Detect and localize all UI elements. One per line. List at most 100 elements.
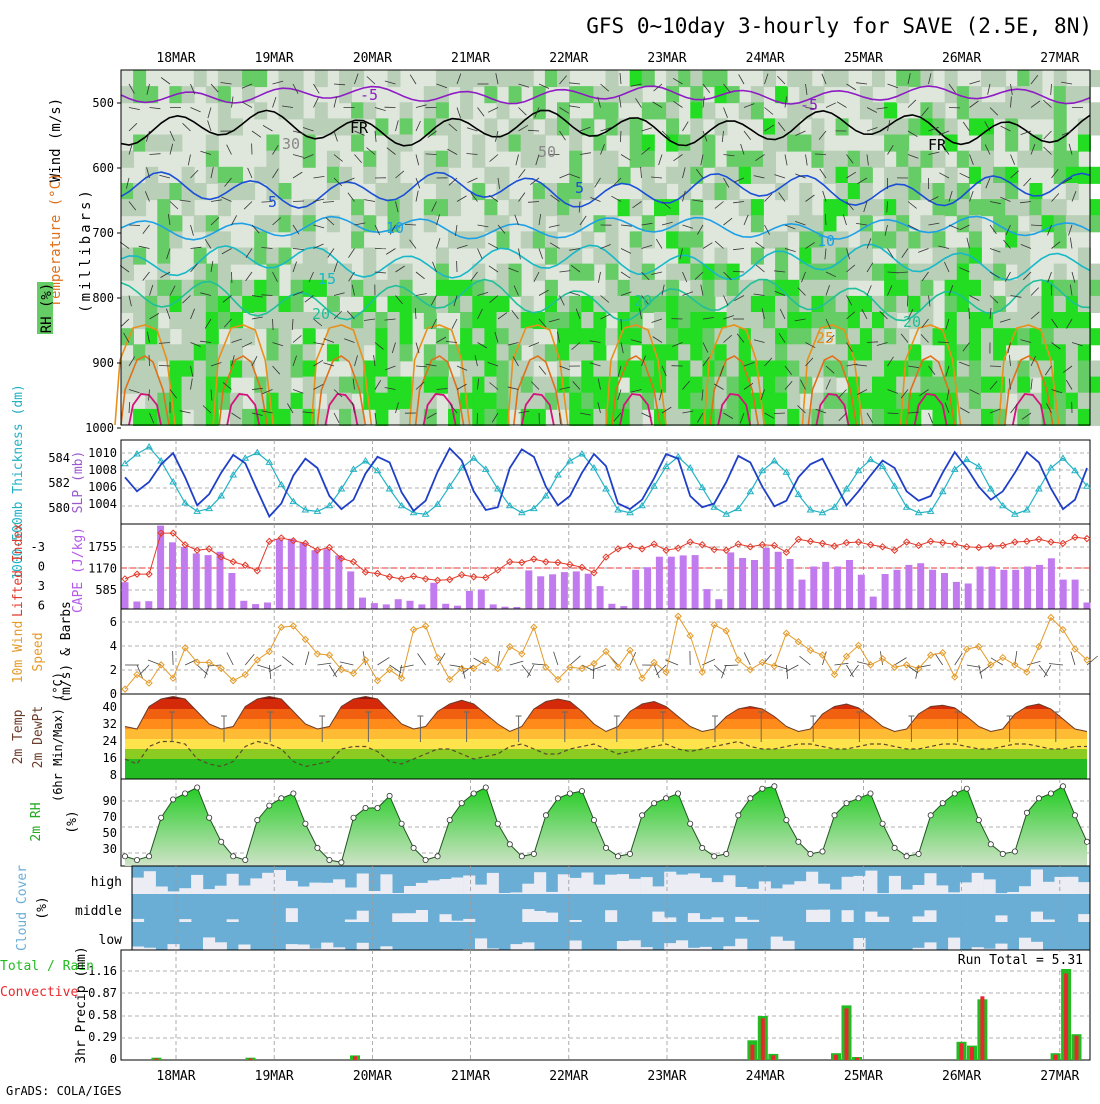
rh-cell [848, 328, 861, 345]
rh-cell [945, 280, 958, 297]
rh-marker [122, 854, 127, 859]
cloud-clear [238, 886, 250, 895]
rh-cell [836, 296, 849, 313]
cloud-clear [428, 880, 440, 894]
rh-cell [811, 280, 824, 297]
rh-cell [969, 264, 982, 281]
cloud-clear [783, 941, 795, 950]
cloud-clear [948, 938, 960, 950]
cloud-clear [227, 919, 239, 922]
rh-cell [1078, 328, 1091, 345]
precip-conv-bar [761, 1018, 765, 1060]
rh-cell [763, 167, 776, 184]
rh-cell [388, 264, 401, 281]
rh-cell [981, 70, 994, 87]
precip-conv-bar [960, 1043, 964, 1060]
rh-cell [606, 102, 619, 119]
rh-cell [787, 361, 800, 378]
rh-cell [472, 70, 485, 87]
y-tick-label: 1000 [85, 421, 114, 435]
rh-cell [569, 135, 582, 152]
rh-cell [969, 409, 982, 426]
ylabel-rh: RH (%) [39, 283, 55, 334]
rh-cell [363, 280, 376, 297]
rh-cell [860, 102, 873, 119]
rh-cell [860, 328, 873, 345]
cloud-clear [1031, 942, 1043, 950]
cloud-clear [605, 910, 617, 922]
rh-tick-label: 50 [103, 826, 117, 840]
rh-marker [964, 786, 969, 791]
cloud-clear [617, 874, 629, 894]
ylabel-cape: CAPE (J/kg) [71, 527, 86, 613]
rh-cell [690, 328, 703, 345]
cape-bar [846, 560, 853, 609]
rh-cell [388, 70, 401, 87]
rh-cell [860, 393, 873, 410]
rh-cell [606, 86, 619, 103]
rh-cell [739, 393, 752, 410]
rh-cell [666, 344, 679, 361]
cloud-clear [676, 875, 688, 894]
rh-cell [993, 312, 1006, 329]
cloud-clear [581, 873, 593, 895]
cloud-clear [298, 887, 310, 895]
rh-cell [230, 409, 243, 426]
rh-marker [676, 791, 681, 796]
rh-cell [484, 361, 497, 378]
cloud-clear [664, 872, 676, 894]
rh-cell [460, 377, 473, 394]
slp-tick-label: 1004 [88, 497, 117, 511]
rh-cell [303, 361, 316, 378]
cloud-clear [676, 940, 688, 950]
rh-marker [1036, 796, 1041, 801]
cloud-clear [712, 882, 724, 894]
rh-cell [969, 280, 982, 297]
rh-cell [291, 264, 304, 281]
precip-conv-bar [970, 1047, 974, 1060]
rh-marker [603, 845, 608, 850]
cloud-clear [688, 913, 700, 922]
rh-cell [908, 151, 921, 168]
rh-cell [400, 135, 413, 152]
rh-cell [1090, 118, 1100, 135]
rh-cell [509, 118, 522, 135]
rh-cell [848, 296, 861, 313]
rh-cell [497, 102, 510, 119]
rh-cell [618, 167, 631, 184]
ylabel-millibars: (millibars) [78, 187, 94, 313]
cloud-clear [475, 885, 487, 894]
rh-cell [1066, 183, 1079, 200]
rh-cell [303, 151, 316, 168]
cape-bar [1048, 558, 1055, 609]
cloud-clear [309, 883, 321, 894]
rh-cell [497, 70, 510, 87]
rh-cell [933, 102, 946, 119]
rh-cell [581, 328, 594, 345]
rh-cell [884, 102, 897, 119]
rh-cell [727, 377, 740, 394]
rh-cell [1078, 280, 1091, 297]
rh-cell [981, 312, 994, 329]
rh-cell [702, 280, 715, 297]
rh-cell [884, 393, 897, 410]
cloud-clear [747, 920, 759, 922]
rh-cell [1078, 344, 1091, 361]
cape-bar [905, 565, 912, 609]
rh-cell [872, 328, 885, 345]
rh-cell [957, 151, 970, 168]
rh-cell [400, 312, 413, 329]
rh-cell [799, 312, 812, 329]
rh-cell [739, 167, 752, 184]
rh-cell [230, 70, 243, 87]
rh-cell [824, 409, 837, 426]
rh-cell [545, 312, 558, 329]
cloud-clear [605, 875, 617, 894]
temp-tick-label: 8 [110, 768, 117, 782]
cape-bar [727, 552, 734, 609]
contour-label: FR [928, 136, 947, 154]
rh-cell [957, 312, 970, 329]
rh-cell [412, 409, 425, 426]
date-label-top: 25MAR [844, 51, 883, 66]
rh-cell [242, 409, 255, 426]
